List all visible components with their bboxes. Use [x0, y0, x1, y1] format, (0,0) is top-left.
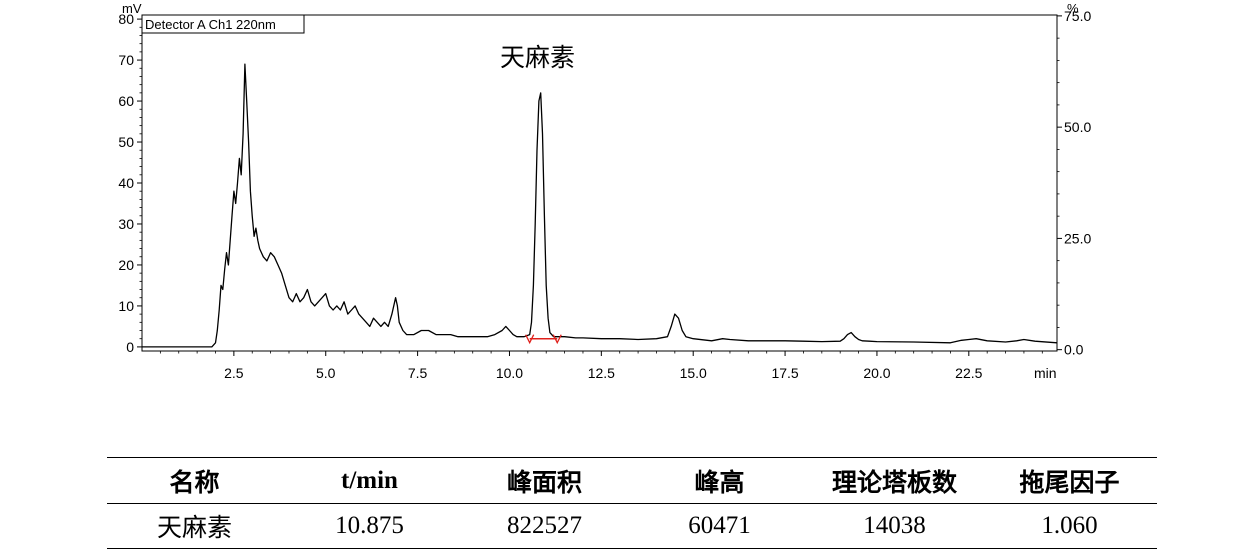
- x-axis-ticks: 2.5 5.0 7.5 10.0 12.5 15.0 17.5 20.0 22.5: [159, 351, 1043, 381]
- x-tick-label: 22.5: [955, 365, 982, 381]
- y2-tick-label: 75.0: [1064, 8, 1091, 24]
- x-tick-label: 17.5: [771, 365, 798, 381]
- y2-axis-unit-label: %: [1067, 1, 1079, 16]
- y-tick-label: 80: [118, 11, 134, 27]
- y2-tick-label: 25.0: [1064, 230, 1091, 246]
- y-tick-label: 50: [118, 134, 134, 150]
- y2-tick-label: 50.0: [1064, 119, 1091, 135]
- baseline-marker: [525, 334, 535, 345]
- y-tick-label: 70: [118, 52, 134, 68]
- integration-baseline: [525, 334, 562, 345]
- legend-label: Detector A Ch1 220nm: [145, 17, 276, 32]
- y-tick-label: 20: [118, 257, 134, 273]
- header-tailing-factor: 拖尾因子: [982, 457, 1157, 504]
- cell-retention-time: 10.875: [282, 503, 457, 549]
- header-peak-height: 峰高: [632, 457, 807, 504]
- table-row: 天麻素 10.875 822527 60471 14038 1.060: [107, 503, 1157, 549]
- plot-frame: [141, 14, 1058, 352]
- y-tick-label: 10: [118, 298, 134, 314]
- legend-box: [141, 14, 305, 34]
- header-theoretical-plates: 理论塔板数: [807, 457, 982, 504]
- results-table: 名称 t/min 峰面积 峰高 理论塔板数 拖尾因子 天麻素 10.875 82…: [107, 457, 1157, 549]
- chromatogram-chart: Detector A Ch1 220nm mV % min 天麻素 2.5 5.0…: [118, 1, 1091, 381]
- y-tick-label: 30: [118, 216, 134, 232]
- x-tick-label: 15.0: [680, 365, 707, 381]
- cell-peak-height: 60471: [632, 503, 807, 549]
- results-header-row: 名称 t/min 峰面积 峰高 理论塔板数 拖尾因子: [107, 457, 1157, 504]
- x-tick-label: 10.0: [496, 365, 523, 381]
- cell-peak-area: 822527: [457, 503, 632, 549]
- cell-name: 天麻素: [107, 503, 282, 549]
- x-axis-unit-label: min: [1034, 365, 1057, 381]
- y-tick-label: 60: [118, 93, 134, 109]
- chromatogram-trace: [142, 63, 1058, 348]
- header-retention-time: t/min: [282, 457, 457, 504]
- x-tick-label: 7.5: [408, 365, 428, 381]
- baseline-marker: [552, 334, 562, 345]
- header-name: 名称: [107, 457, 282, 504]
- x-tick-label: 12.5: [588, 365, 615, 381]
- y2-axis-ticks: 0.0 25.0 50.0 75.0: [1057, 8, 1091, 358]
- cell-tailing-factor: 1.060: [982, 503, 1157, 549]
- peak-annotation: 天麻素: [500, 43, 575, 72]
- y-tick-label: 40: [118, 175, 134, 191]
- x-tick-label: 20.0: [863, 365, 890, 381]
- header-peak-area: 峰面积: [457, 457, 632, 504]
- y-tick-label: 0: [126, 339, 134, 355]
- y-axis-unit-label: mV: [122, 1, 142, 16]
- x-tick-label: 2.5: [224, 365, 244, 381]
- y2-tick-label: 0.0: [1064, 342, 1084, 358]
- x-tick-label: 5.0: [316, 365, 336, 381]
- y-axis-ticks: 0 10 20 30 40 50 60 70 80: [118, 11, 142, 355]
- cell-theoretical-plates: 14038: [807, 503, 982, 549]
